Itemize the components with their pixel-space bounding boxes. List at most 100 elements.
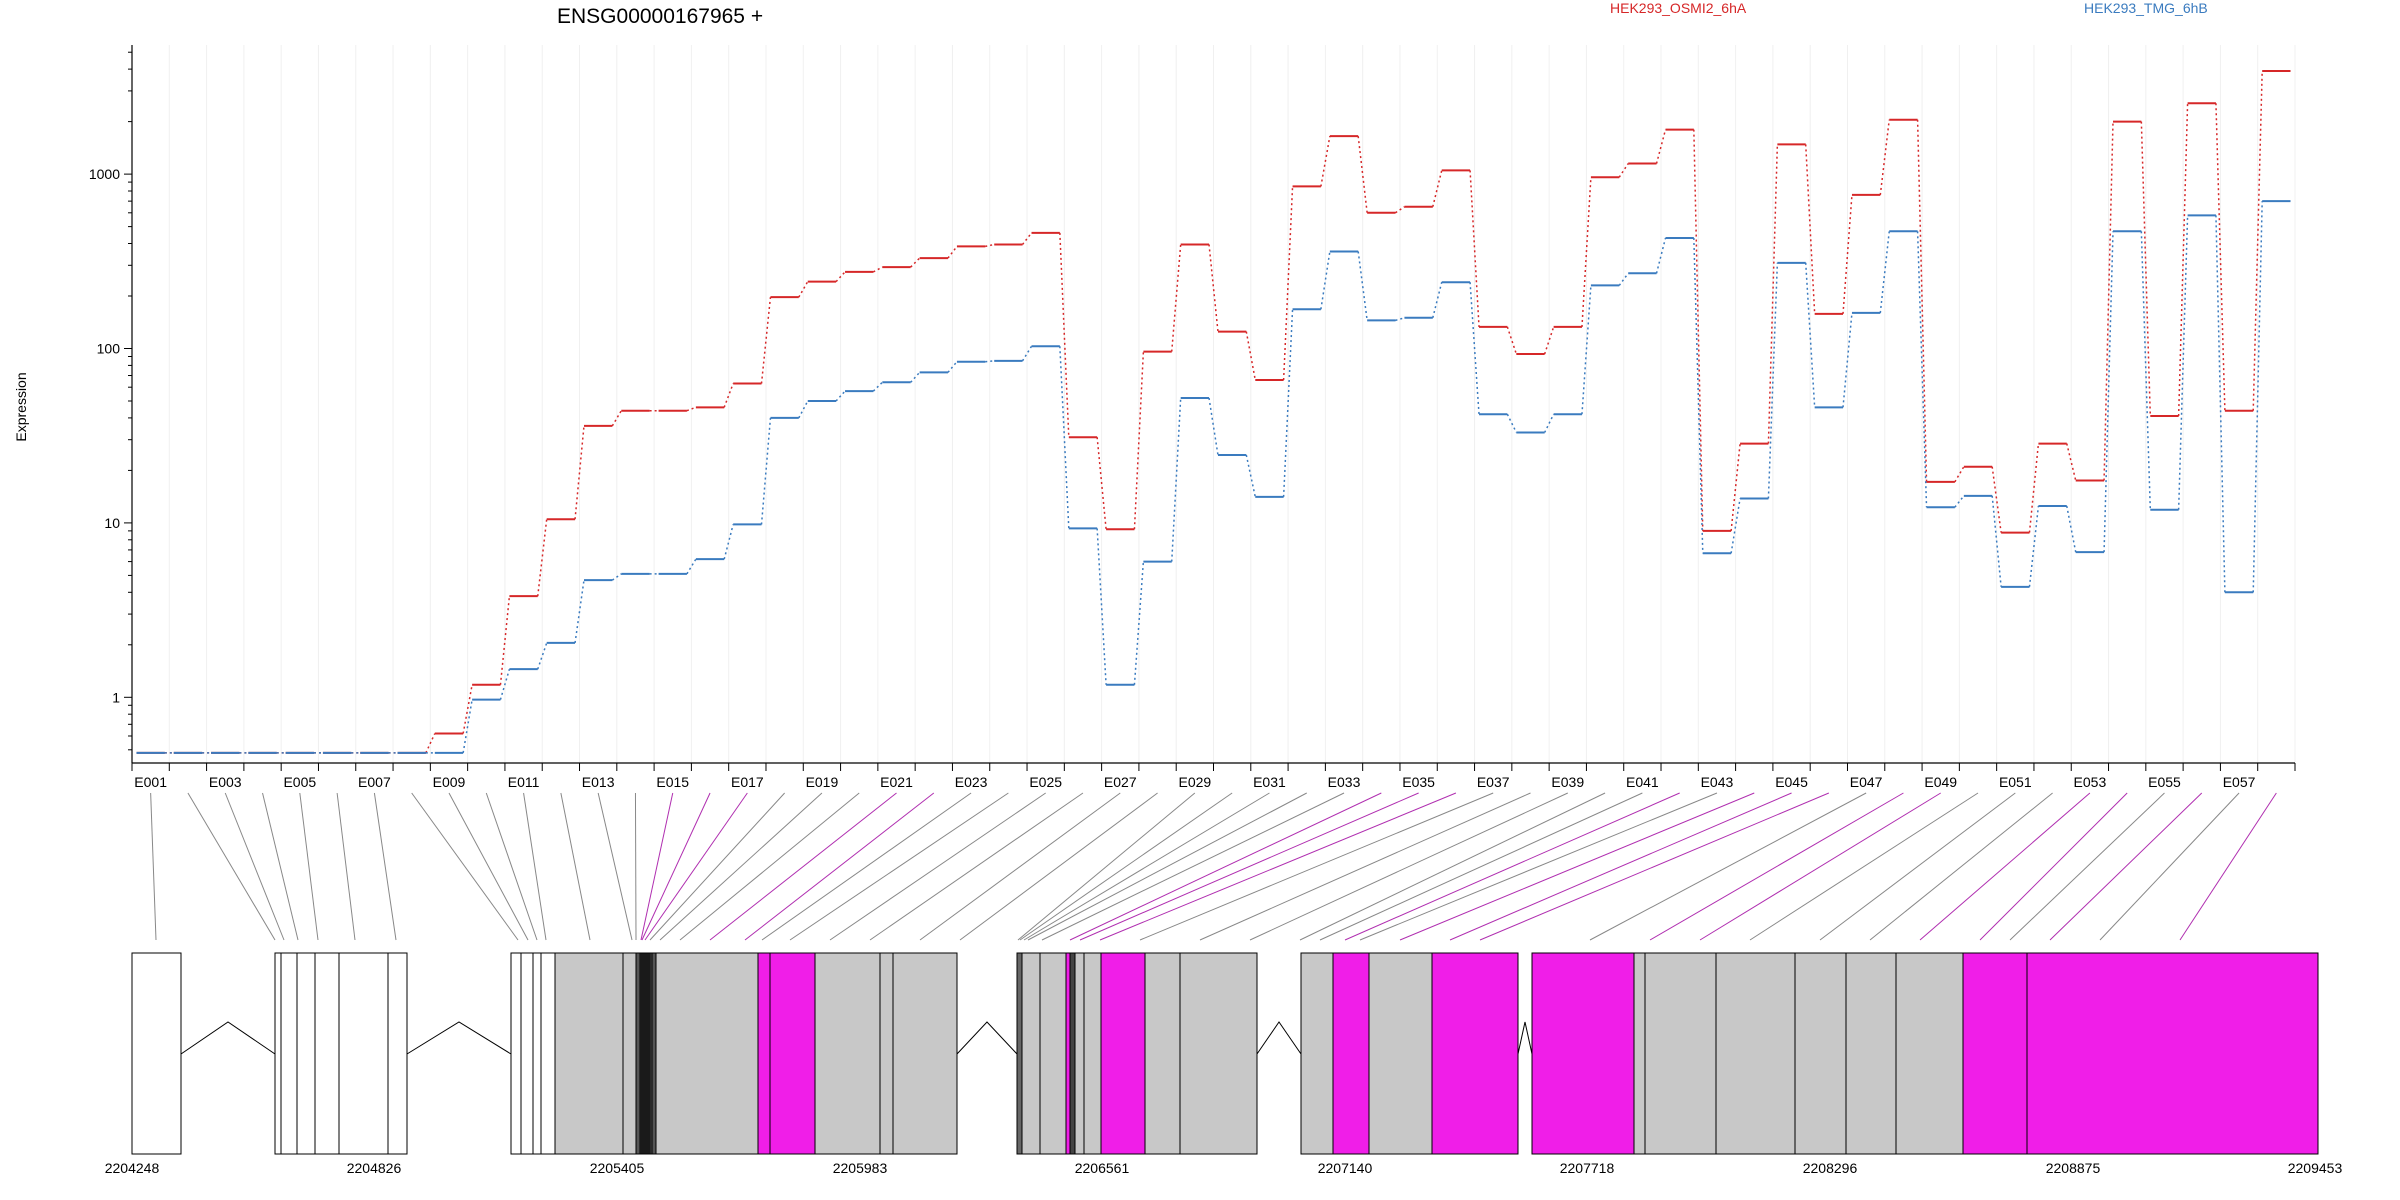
exon-block <box>1644 952 1717 1155</box>
exon-mapping-line <box>644 792 748 941</box>
exon-block <box>892 952 958 1155</box>
series-2-connector <box>1879 231 1890 313</box>
exon-mapping-line <box>485 792 538 941</box>
genomic-coordinate-label: 2204248 <box>105 1160 160 1176</box>
series-2-connector <box>1245 454 1257 498</box>
exon-mapping-line <box>640 792 674 941</box>
series-2-connector <box>499 668 511 700</box>
y-tick-label: 1 <box>112 689 120 705</box>
exon-mapping-line <box>150 792 157 941</box>
legend-series-2: HEK293_TMG_6hB <box>2084 0 2208 16</box>
exon-mapping-line <box>560 792 591 941</box>
x-tick-label: E005 <box>283 774 316 790</box>
exon-mapping-line <box>1079 792 1419 941</box>
exon-mapping-line <box>448 792 529 941</box>
series-1-connector <box>1693 129 1704 531</box>
novel-exon-block <box>1431 952 1519 1155</box>
exon-block <box>1016 952 1023 1155</box>
genomic-coordinate-label: 2205405 <box>590 1160 645 1176</box>
x-tick-label: E001 <box>134 774 167 790</box>
x-tick-label: E039 <box>1551 774 1584 790</box>
series-2-connector <box>1916 231 1928 508</box>
series-1-connector <box>873 266 883 273</box>
exon-mapping-line <box>1869 792 2053 941</box>
exon-mapping-line <box>1819 792 2016 941</box>
y-tick-label: 10 <box>104 515 120 531</box>
novel-exon-block <box>1065 952 1071 1155</box>
series-2-connector <box>1842 312 1853 408</box>
y-tick-label: 100 <box>97 341 121 357</box>
exon-mapping-line <box>649 792 785 941</box>
exon-mapping-line <box>1344 792 1680 941</box>
exon-block <box>554 952 624 1155</box>
x-tick-label: E009 <box>433 774 466 790</box>
intron-line <box>1517 1021 1533 1055</box>
exon-mapping-line <box>336 792 356 941</box>
exon-mapping-line <box>1069 792 1382 941</box>
exon-mapping-line <box>1919 792 2091 941</box>
x-tick-label: E003 <box>209 774 242 790</box>
x-tick-label: E041 <box>1626 774 1659 790</box>
series-1-connector <box>1096 437 1107 530</box>
series-2-connector <box>1170 397 1182 562</box>
exon-mapping-line <box>2179 792 2277 941</box>
exon-block <box>510 952 522 1155</box>
series-2-connector <box>1096 528 1107 685</box>
series-2-connector <box>910 371 921 383</box>
series-2-connector <box>872 381 883 392</box>
genomic-coordinate-label: 2206561 <box>1075 1160 1130 1176</box>
series-2-connector <box>798 400 809 419</box>
series-2-connector <box>1469 282 1480 415</box>
exon-mapping-line <box>634 792 637 941</box>
exon-block <box>314 952 340 1155</box>
exon-mapping-line <box>1199 792 1531 941</box>
exon-block <box>1039 952 1067 1155</box>
exon-mapping-line <box>1399 792 1755 941</box>
exon-block <box>1715 952 1796 1155</box>
x-tick-label: E031 <box>1253 774 1286 790</box>
genomic-coordinate-label: 2208875 <box>2046 1160 2101 1176</box>
novel-exon-block <box>769 952 816 1155</box>
exon-block <box>1368 952 1433 1155</box>
series-2-connector <box>611 573 622 581</box>
series-1-connector <box>2252 71 2263 411</box>
exon-mapping-line <box>959 792 1158 941</box>
series-1-connector <box>686 406 697 412</box>
exon-block <box>814 952 881 1155</box>
novel-exon-block <box>1332 952 1370 1155</box>
novel-exon-block <box>1100 952 1146 1155</box>
exon-mapping-line <box>659 792 823 941</box>
exon-mapping-line <box>597 792 633 941</box>
exon-block <box>622 952 637 1155</box>
exon-block <box>1144 952 1181 1155</box>
exon-block <box>274 952 282 1155</box>
series-2-connector <box>1506 413 1517 433</box>
series-2-connector <box>1767 262 1779 499</box>
series-2 <box>136 200 2291 754</box>
series-2-connector <box>1991 495 2002 587</box>
series-1-connector <box>1320 136 1331 187</box>
chart-title: ENSG00000167965 + <box>557 5 763 28</box>
exon-block <box>1021 952 1041 1155</box>
exon-block <box>1069 952 1076 1155</box>
series-2-connector <box>1804 262 1816 408</box>
exon-block <box>649 952 657 1155</box>
x-tick-label: E043 <box>1701 774 1734 790</box>
series-1-connector <box>1245 331 1257 381</box>
genomic-coordinate-label: 2204826 <box>347 1160 402 1176</box>
exon-block <box>280 952 298 1155</box>
series-2-connector <box>2252 201 2263 593</box>
y-axis-label: Expression <box>13 372 29 441</box>
exon-mapping-line <box>641 792 711 941</box>
series-1-connector <box>574 425 585 520</box>
x-tick-label: E023 <box>955 774 988 790</box>
x-tick-label: E037 <box>1477 774 1510 790</box>
series-2-connector <box>835 390 846 402</box>
exon-mapping-line <box>1319 792 1643 941</box>
exon-mapping-line <box>1041 792 1345 941</box>
series-2-connector <box>1059 346 1070 529</box>
exon-block <box>655 952 759 1155</box>
x-tick-label: E053 <box>2074 774 2107 790</box>
series-1-connector <box>462 684 473 734</box>
series-1-connector <box>2066 443 2077 481</box>
